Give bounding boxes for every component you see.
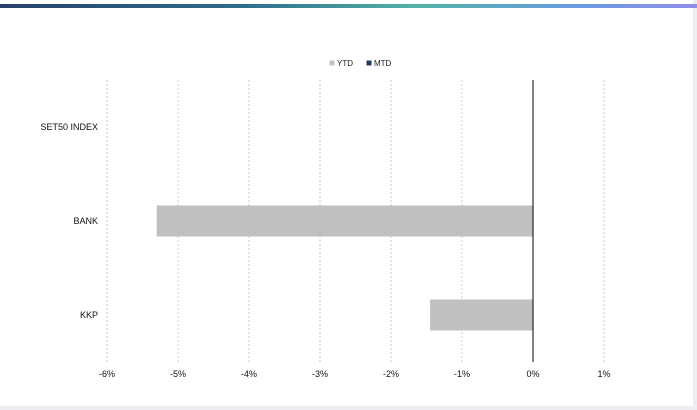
legend-label-ytd: YTD xyxy=(337,59,353,68)
header-accent-bar xyxy=(0,4,697,8)
x-tick-label: -5% xyxy=(170,369,186,379)
category-label: BANK xyxy=(73,216,98,226)
category-label: KKP xyxy=(80,310,98,320)
bar-ytd-kkp xyxy=(430,299,533,331)
legend: YTD MTD xyxy=(329,59,392,68)
x-tick-label: -4% xyxy=(241,369,257,379)
category-label: SET50 INDEX xyxy=(40,122,98,132)
x-tick-label: -2% xyxy=(383,369,399,379)
category-labels: SET50 INDEX BANK KKP xyxy=(40,122,98,320)
x-tick-label: -1% xyxy=(454,369,470,379)
x-tick-label: -6% xyxy=(99,369,115,379)
bar-ytd-bank xyxy=(156,205,533,237)
x-tick-label: 1% xyxy=(597,369,610,379)
x-tick-label: -3% xyxy=(312,369,328,379)
bars xyxy=(156,205,533,331)
x-tick-label: 0% xyxy=(526,369,539,379)
legend-swatch-mtd xyxy=(366,60,372,66)
legend-label-mtd: MTD xyxy=(374,59,392,68)
legend-swatch-ytd xyxy=(329,60,335,66)
x-tick-labels: -6% -5% -4% -3% -2% -1% 0% 1% xyxy=(99,369,611,379)
